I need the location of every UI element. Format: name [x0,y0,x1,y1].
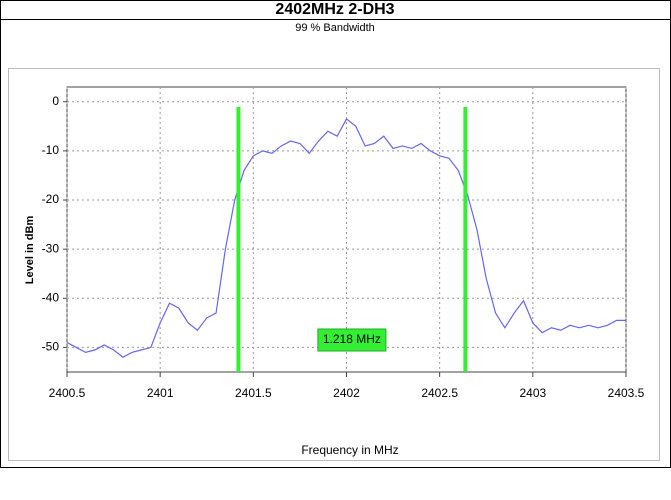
y-tick-label: -30 [42,241,60,255]
subtitle: 99 % Bandwidth [295,22,375,34]
y-tick-label: 0 [52,94,59,108]
x-tick-label: 2401 [147,386,174,400]
x-tick-label: 2401.5 [235,386,272,400]
annotation-box [317,328,387,352]
y-tick-label: -10 [42,143,60,157]
y-tick-label: -50 [42,340,60,354]
x-axis-label: Frequency in MHz [301,443,398,457]
x-tick-label: 2403.5 [608,386,645,400]
x-tick-label: 2400.5 [49,386,86,400]
chart-panel [8,68,660,461]
annotation: 1.218 MHz [323,332,381,346]
x-tick-label: 2402 [333,386,360,400]
title: 2402MHz 2-DH3 [275,1,394,18]
y-tick-label: -20 [42,192,60,206]
y-tick-label: -40 [42,290,60,304]
x-tick-label: 2403 [519,386,546,400]
trace [66,118,626,358]
x-tick-label: 2402.5 [421,386,458,400]
y-axis-label: Level in dBm [24,216,36,285]
